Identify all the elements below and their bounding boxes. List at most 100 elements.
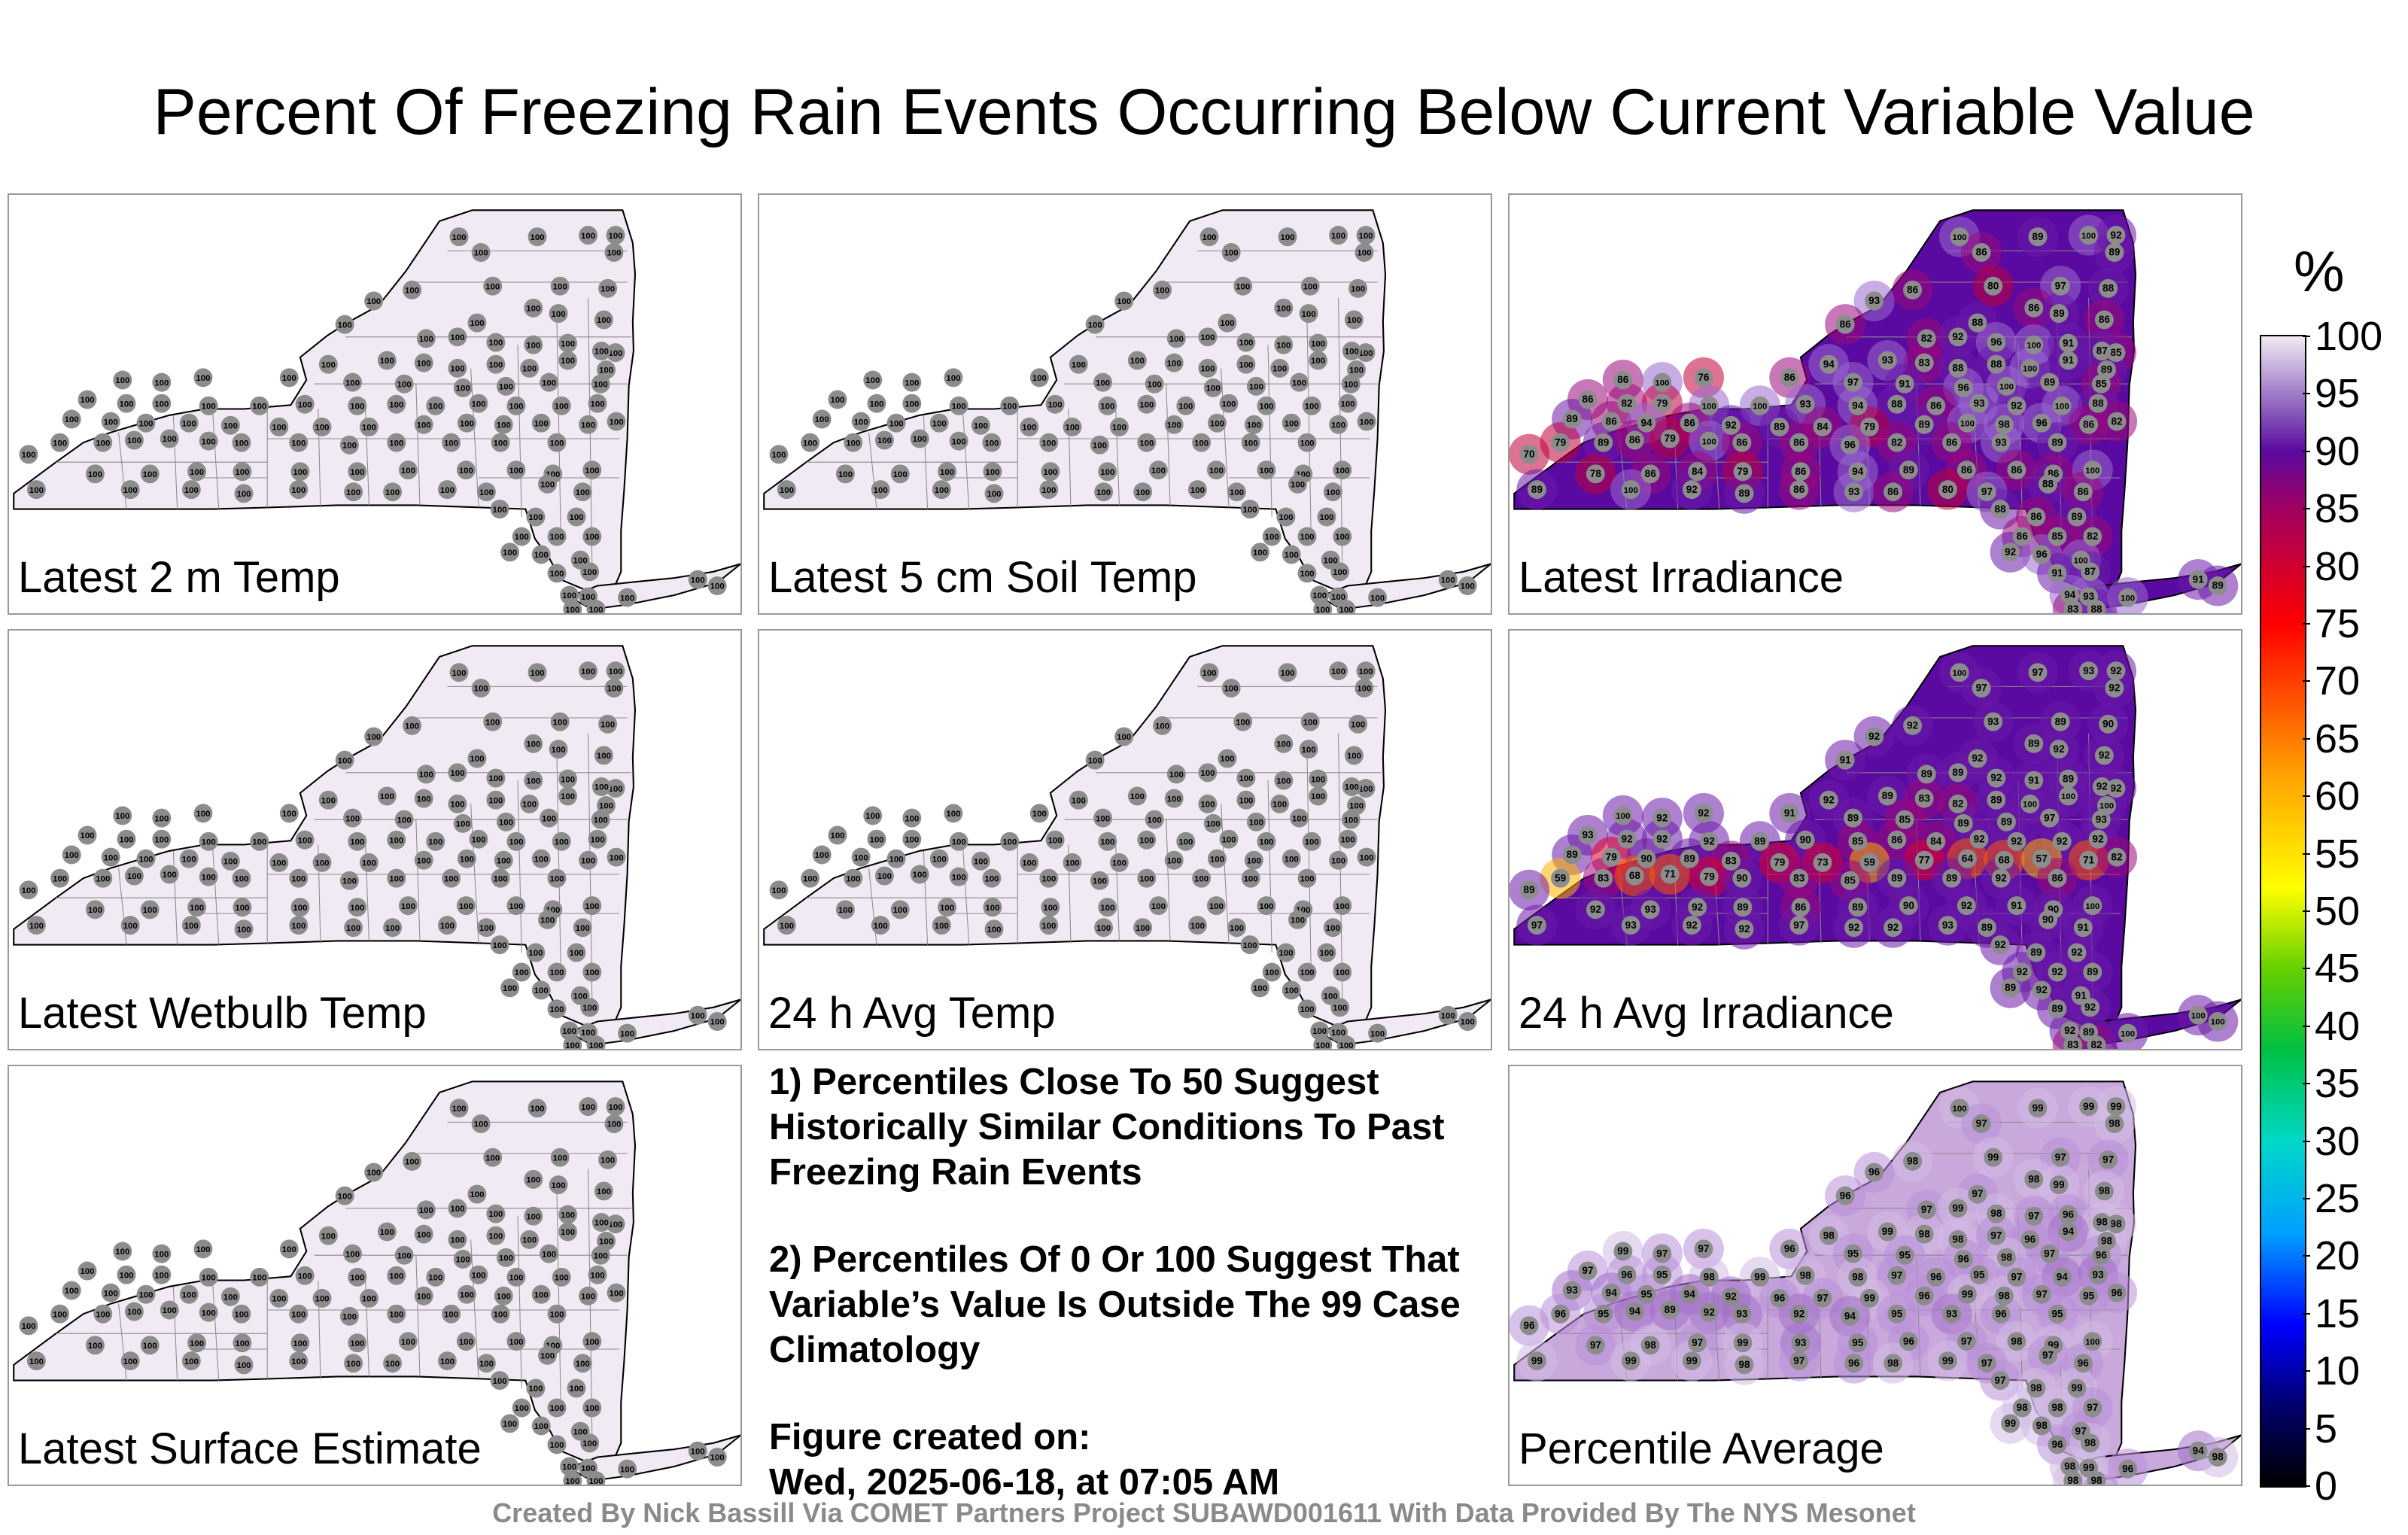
station-marker: 100	[867, 394, 886, 413]
station-value: 100	[552, 746, 566, 755]
station-marker: 100	[506, 831, 526, 851]
station-value: 100	[405, 287, 419, 296]
station-marker: 100	[971, 415, 990, 435]
station-marker: 100	[1109, 853, 1129, 872]
station-marker: 89	[2097, 360, 2116, 379]
station-marker: 89	[2105, 243, 2124, 262]
station-marker: 100	[1203, 378, 1223, 397]
station-marker: 100	[547, 868, 567, 888]
station-value: 97	[1990, 1230, 2002, 1241]
station-value: 79	[1606, 851, 1618, 862]
station-marker: 100	[387, 830, 406, 850]
station-marker: 100	[1310, 585, 1330, 605]
station-marker: 89	[1987, 790, 2006, 810]
station-value: 100	[1100, 837, 1114, 847]
station-marker: 97	[2099, 1150, 2118, 1169]
station-marker: 100	[453, 378, 473, 397]
station-value: 100	[450, 333, 464, 342]
station-marker: 100	[476, 1354, 496, 1373]
station-value: 100	[710, 582, 725, 591]
station-marker: 89	[1887, 868, 1907, 888]
station-marker: 96	[1953, 378, 1973, 397]
station-value: 97	[2044, 812, 2055, 823]
station-marker: 100	[491, 868, 510, 888]
station-value: 94	[1684, 1288, 1696, 1299]
station-marker: 100	[902, 394, 922, 413]
station-marker: 100	[1127, 351, 1147, 370]
station-value: 91	[2011, 900, 2023, 911]
station-value: 100	[509, 837, 523, 847]
station-marker: 99	[2028, 1099, 2048, 1118]
station-value: 92	[2096, 781, 2108, 792]
station-marker: 100	[929, 413, 949, 433]
station-marker: 92	[1903, 716, 1923, 735]
station-marker: 100	[348, 1267, 367, 1287]
station-marker: 92	[2049, 740, 2069, 759]
station-value: 95	[2051, 1308, 2063, 1319]
station-value: 100	[338, 321, 352, 330]
station-marker: 100	[949, 396, 968, 415]
station-marker: 100	[607, 847, 626, 867]
station-marker: 96	[2073, 1354, 2093, 1373]
station-marker: 100	[1257, 896, 1276, 916]
station-marker: 100	[387, 1304, 406, 1324]
panel-latest-surface-estimate: 100 100 100 100 100 100 100 100 100 100 100 100 100 1…	[8, 1065, 742, 1486]
station-marker: 100	[26, 1351, 46, 1371]
station-value: 100	[780, 922, 794, 931]
station-marker: 100	[403, 1151, 422, 1171]
station-marker: 100	[476, 918, 496, 938]
station-value: 92	[1725, 1290, 1737, 1302]
station-marker: 100	[469, 394, 488, 413]
station-value: 100	[252, 837, 266, 847]
station-value: 100	[182, 855, 196, 864]
station-value: 90	[1903, 900, 1914, 911]
station-value: 96	[1996, 1308, 2008, 1319]
station-marker: 100	[606, 226, 625, 245]
station-marker: 100	[844, 868, 863, 888]
station-marker: 98	[2094, 1181, 2114, 1201]
station-marker: 86	[1956, 460, 1976, 480]
station-value: 100	[345, 814, 360, 823]
county-boundary	[1114, 834, 1120, 941]
station-marker: 100	[120, 1351, 140, 1371]
station-marker: 94	[1625, 1302, 1644, 1321]
station-value: 100	[196, 374, 210, 383]
station-value: 100	[581, 667, 595, 676]
station-value: 100	[350, 837, 364, 847]
station-marker: 100	[290, 1333, 310, 1353]
station-value: 100	[184, 1357, 199, 1366]
station-value: 100	[298, 1272, 312, 1281]
station-value: 85	[2110, 347, 2122, 358]
station-value: 97	[1793, 919, 1804, 931]
station-marker: 100	[1309, 351, 1328, 370]
station-marker: 97	[2007, 1267, 2026, 1287]
station-value: 98	[2090, 1475, 2102, 1486]
station-marker: 100	[1218, 313, 1237, 333]
station-marker: 100	[1020, 853, 1039, 872]
station-marker: 86	[2094, 310, 2114, 330]
station-value: 96	[1784, 1243, 1796, 1254]
station-marker: 89	[2040, 372, 2060, 392]
station-value: 93	[2083, 665, 2095, 676]
station-marker: 92	[2007, 396, 2026, 415]
station-value: 100	[581, 1292, 595, 1301]
station-value: 100	[608, 349, 622, 358]
station-value: 100	[362, 424, 376, 433]
station-marker: 100	[1357, 847, 1376, 867]
station-marker: 100	[93, 868, 113, 888]
station-marker: 100	[524, 734, 543, 753]
station-marker: 100	[1309, 769, 1328, 789]
station-marker: 100	[1127, 786, 1147, 806]
station-marker: 82	[2083, 527, 2102, 546]
station-marker: 100	[426, 831, 445, 851]
station-marker: 100	[1996, 376, 2016, 396]
station-marker: 100	[598, 1048, 601, 1049]
station-marker: 100	[1199, 663, 1219, 682]
station-value: 89	[1684, 853, 1696, 864]
station-value: 92	[2093, 833, 2104, 844]
station-marker: 100	[339, 435, 359, 454]
station-value: 100	[1358, 349, 1373, 358]
county-boundary	[364, 834, 369, 941]
station-marker: 82	[2107, 412, 2127, 431]
station-value: 100	[497, 421, 511, 430]
